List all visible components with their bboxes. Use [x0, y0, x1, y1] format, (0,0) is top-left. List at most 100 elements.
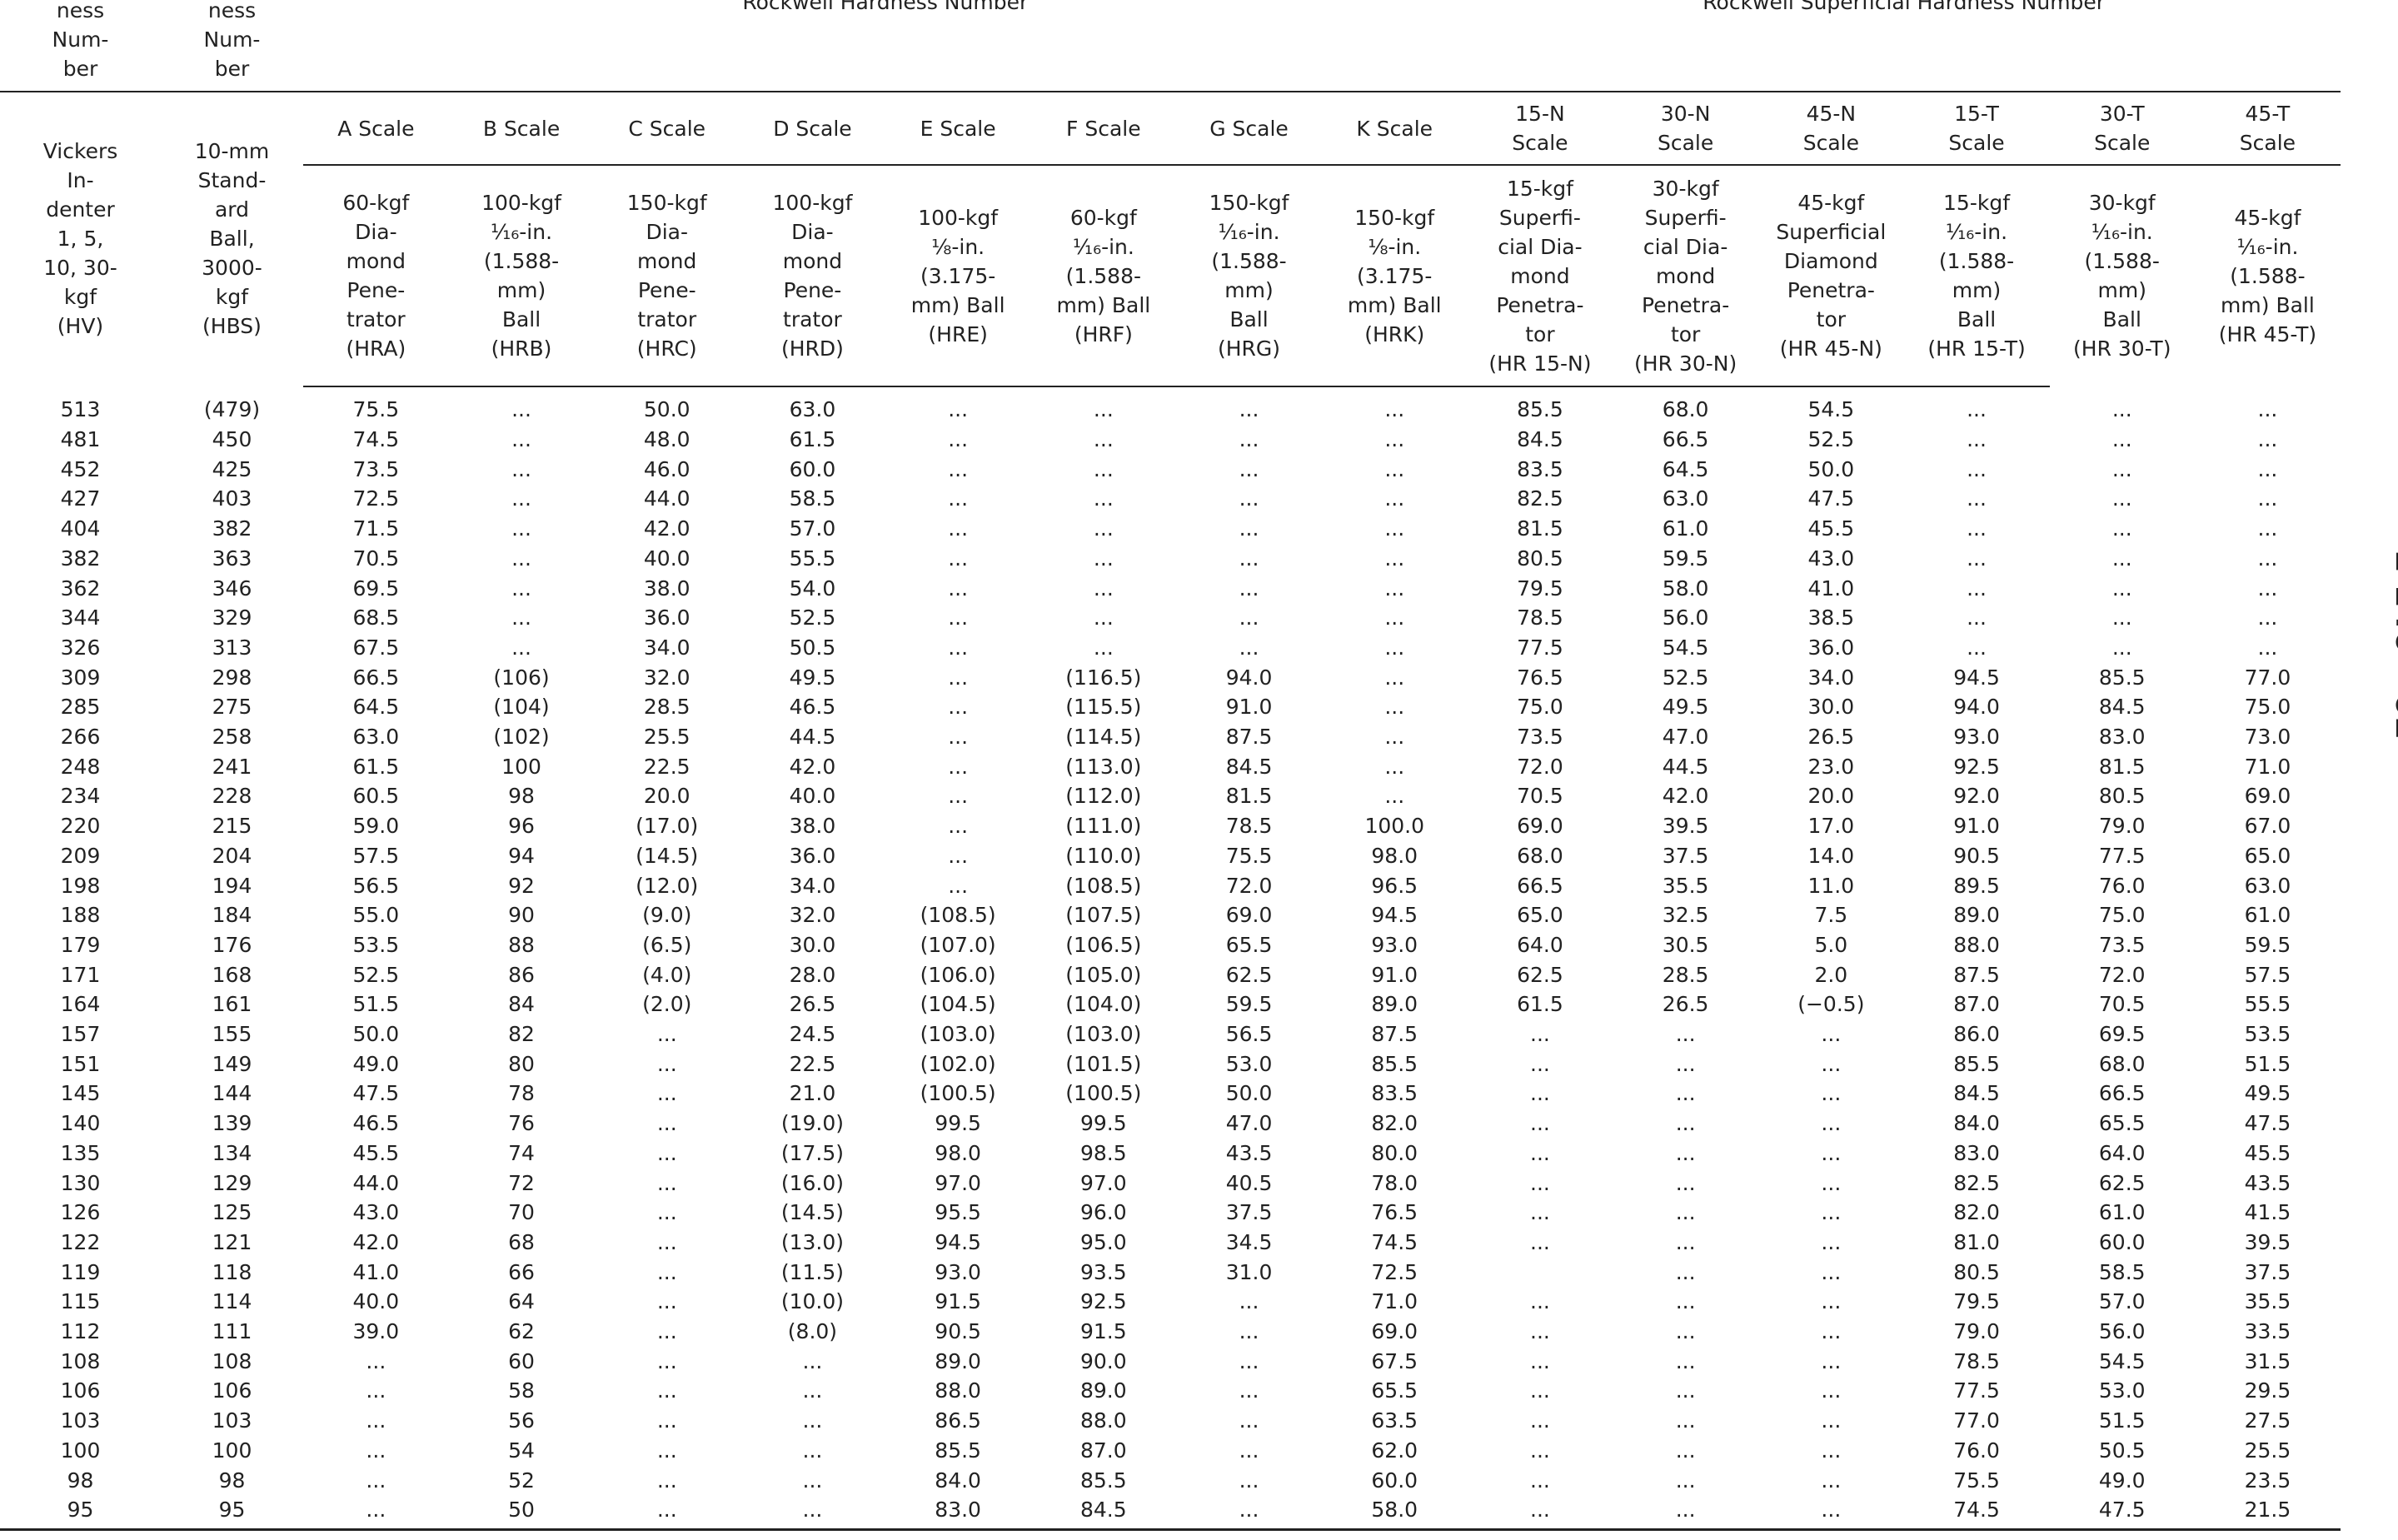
table-cell: 63.0: [2244, 873, 2291, 898]
table-cell: 68.0: [1662, 397, 1709, 422]
table-cell: 198: [60, 873, 101, 898]
table-cell: 75.0: [2098, 903, 2146, 928]
table-cell: 125: [212, 1200, 252, 1225]
table-cell: 126: [60, 1200, 101, 1225]
table-cell: 87.5: [1371, 1022, 1418, 1047]
table-cell: 63.0: [789, 397, 836, 422]
table-cell: (9.0): [642, 903, 692, 928]
table-cell: 111: [212, 1319, 252, 1344]
table-cell: 50.0: [1807, 456, 1855, 481]
table-cell: 84: [508, 992, 535, 1017]
table-cell: 56.0: [1662, 606, 1709, 630]
table-cell: 95: [67, 1498, 94, 1523]
table-cell: 41.0: [352, 1259, 400, 1284]
table-cell: ...: [1384, 427, 1405, 452]
table-cell: 46.5: [789, 695, 836, 720]
scale-description: 15-kgf Superfi- cial Dia- mond Penetra- …: [1488, 176, 1592, 376]
rule: [0, 1528, 2341, 1531]
table-cell: 85.5: [1517, 397, 1563, 422]
table-cell: (14.5): [636, 843, 699, 868]
table-cell: 60: [508, 1348, 535, 1373]
table-cell: 47.5: [2244, 1111, 2291, 1136]
table-cell: 82.0: [1371, 1111, 1418, 1136]
table-cell: 64.5: [1662, 456, 1709, 481]
table-cell: 21.5: [2244, 1498, 2291, 1523]
table-cell: ...: [2257, 397, 2278, 422]
table-cell: 34.0: [789, 873, 836, 898]
table-cell: ...: [1675, 1259, 1696, 1284]
table-cell: ...: [656, 1319, 677, 1344]
table-cell: 73.5: [352, 456, 400, 481]
table-cell: 91.0: [1225, 695, 1273, 720]
table-cell: 135: [60, 1140, 101, 1165]
table-cell: 46.5: [352, 1111, 400, 1136]
scale-header: 30-T Scale: [2094, 102, 2151, 155]
table-cell: 39.5: [2244, 1229, 2291, 1254]
table-cell: 89.0: [1080, 1378, 1127, 1403]
table-cell: 27.5: [2244, 1408, 2291, 1433]
table-cell: 81.0: [1953, 1229, 2000, 1254]
table-cell: 47.0: [1225, 1111, 1273, 1136]
table-cell: 63.0: [352, 725, 400, 750]
table-cell: ...: [1967, 606, 1987, 630]
table-cell: ...: [366, 1378, 386, 1403]
table-cell: 72: [508, 1170, 535, 1195]
table-cell: ...: [1675, 1140, 1696, 1165]
table-cell: 62.0: [1371, 1438, 1418, 1463]
table-cell: ...: [1384, 606, 1405, 630]
table-cell: ...: [2111, 486, 2132, 511]
table-cell: 62.5: [2098, 1170, 2146, 1195]
table-cell: (107.5): [1065, 903, 1142, 928]
table-cell: ...: [656, 1170, 677, 1195]
table-cell: 75.5: [1953, 1468, 2000, 1493]
table-cell: 59.5: [2244, 932, 2291, 957]
table-cell: 49.0: [352, 1051, 400, 1076]
table-cell: ...: [948, 635, 969, 660]
table-cell: 54: [508, 1438, 535, 1463]
table-cell: 94: [508, 843, 535, 868]
scale-header: G Scale: [1209, 116, 1289, 141]
table-cell: (17.0): [636, 814, 699, 839]
table-cell: 42.0: [1662, 784, 1709, 809]
table-cell: 41.0: [1807, 576, 1855, 601]
table-cell: ...: [802, 1468, 823, 1493]
table-cell: 87.0: [1953, 992, 2000, 1017]
table-cell: 95.5: [935, 1200, 981, 1225]
table-cell: 61.0: [2244, 903, 2291, 928]
table-cell: ...: [511, 516, 531, 541]
table-cell: 363: [212, 546, 252, 571]
table-cell: 108: [60, 1348, 101, 1373]
scale-description: 30-kgf ¹⁄₁₆-in. (1.588- mm) Ball (HR 30-…: [2073, 191, 2171, 361]
table-cell: ...: [1093, 546, 1114, 571]
table-cell: 63.5: [1371, 1408, 1418, 1433]
table-cell: ...: [948, 397, 969, 422]
table-cell: 70: [508, 1200, 535, 1225]
table-cell: ...: [1239, 397, 1259, 422]
table-cell: 70.5: [2098, 992, 2146, 1017]
table-cell: 44.0: [352, 1170, 400, 1195]
table-cell: ...: [802, 1378, 823, 1403]
table-cell: 81.5: [1517, 516, 1563, 541]
table-cell: 108: [212, 1348, 252, 1373]
table-cell: 87.5: [1225, 725, 1273, 750]
table-cell: ...: [1530, 1319, 1550, 1344]
table-cell: 84.5: [2098, 695, 2146, 720]
table-cell: 92.5: [1953, 754, 2000, 779]
table-cell: ...: [1821, 1200, 1842, 1225]
table-cell: 53.5: [352, 932, 400, 957]
table-cell: ...: [1821, 1289, 1842, 1314]
table-cell: 47.5: [1807, 486, 1855, 511]
table-cell: 161: [212, 992, 252, 1017]
table-cell: 62.5: [1225, 962, 1273, 987]
table-cell: ...: [1821, 1259, 1842, 1284]
table-cell: 42.0: [352, 1229, 400, 1254]
table-cell: 450: [212, 427, 252, 452]
table-cell: 63.0: [1662, 486, 1709, 511]
table-cell: (114.5): [1065, 725, 1142, 750]
table-cell: 47.5: [352, 1081, 400, 1106]
table-cell: 285: [60, 695, 101, 720]
table-cell: 78.5: [1953, 1348, 2000, 1373]
table-cell: (16.0): [780, 1170, 845, 1195]
table-cell: 2.0: [1814, 962, 1848, 987]
table-cell: ...: [1384, 397, 1405, 422]
